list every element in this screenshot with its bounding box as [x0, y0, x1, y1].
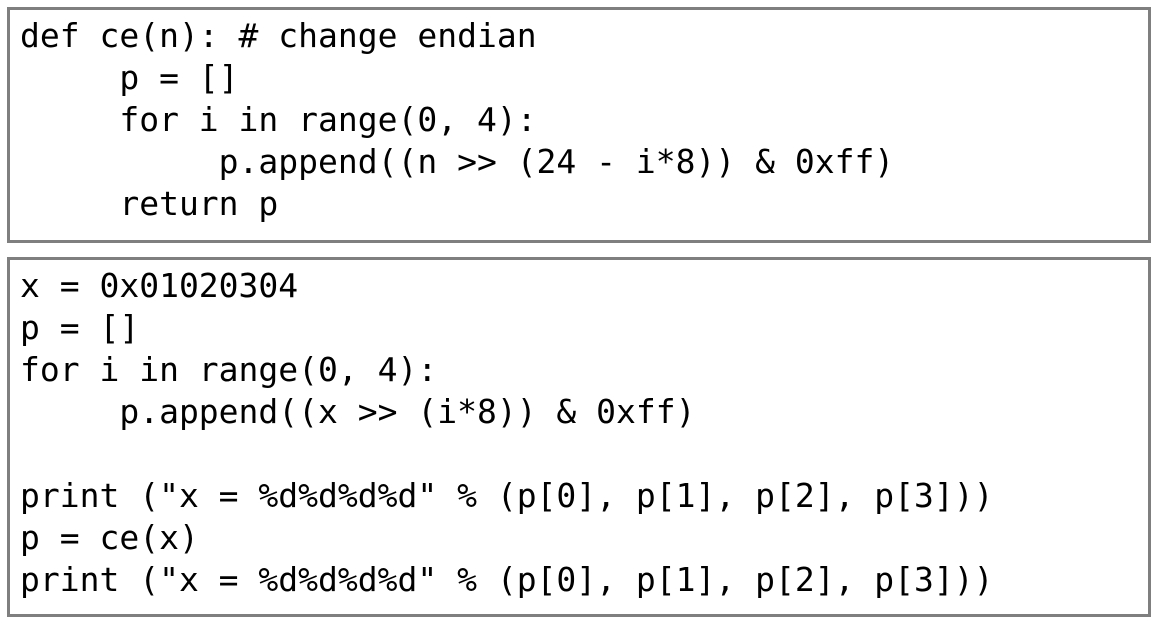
code-line: print ("x = %d%d%d%d" % (p[0], p[1], p[2…: [20, 560, 994, 599]
code-line: for i in range(0, 4):: [20, 350, 438, 389]
code-line: print ("x = %d%d%d%d" % (p[0], p[1], p[2…: [20, 476, 994, 515]
code-line: for i in range(0, 4):: [20, 100, 537, 139]
main-code-block: x = 0x01020304 p = [] for i in range(0, …: [7, 257, 1151, 617]
code-line: return p: [20, 184, 279, 223]
function-code-block: def ce(n): # change endian p = [] for i …: [7, 7, 1151, 243]
code-line: def ce(n): # change endian: [20, 16, 537, 55]
code-line: p = []: [20, 308, 140, 347]
code-line: p = ce(x): [20, 518, 199, 557]
code-line: p.append((x >> (i*8)) & 0xff): [20, 392, 696, 431]
code-line: p.append((n >> (24 - i*8)) & 0xff): [20, 142, 895, 181]
code-line: x = 0x01020304: [20, 266, 299, 305]
code-line: p = []: [20, 58, 239, 97]
